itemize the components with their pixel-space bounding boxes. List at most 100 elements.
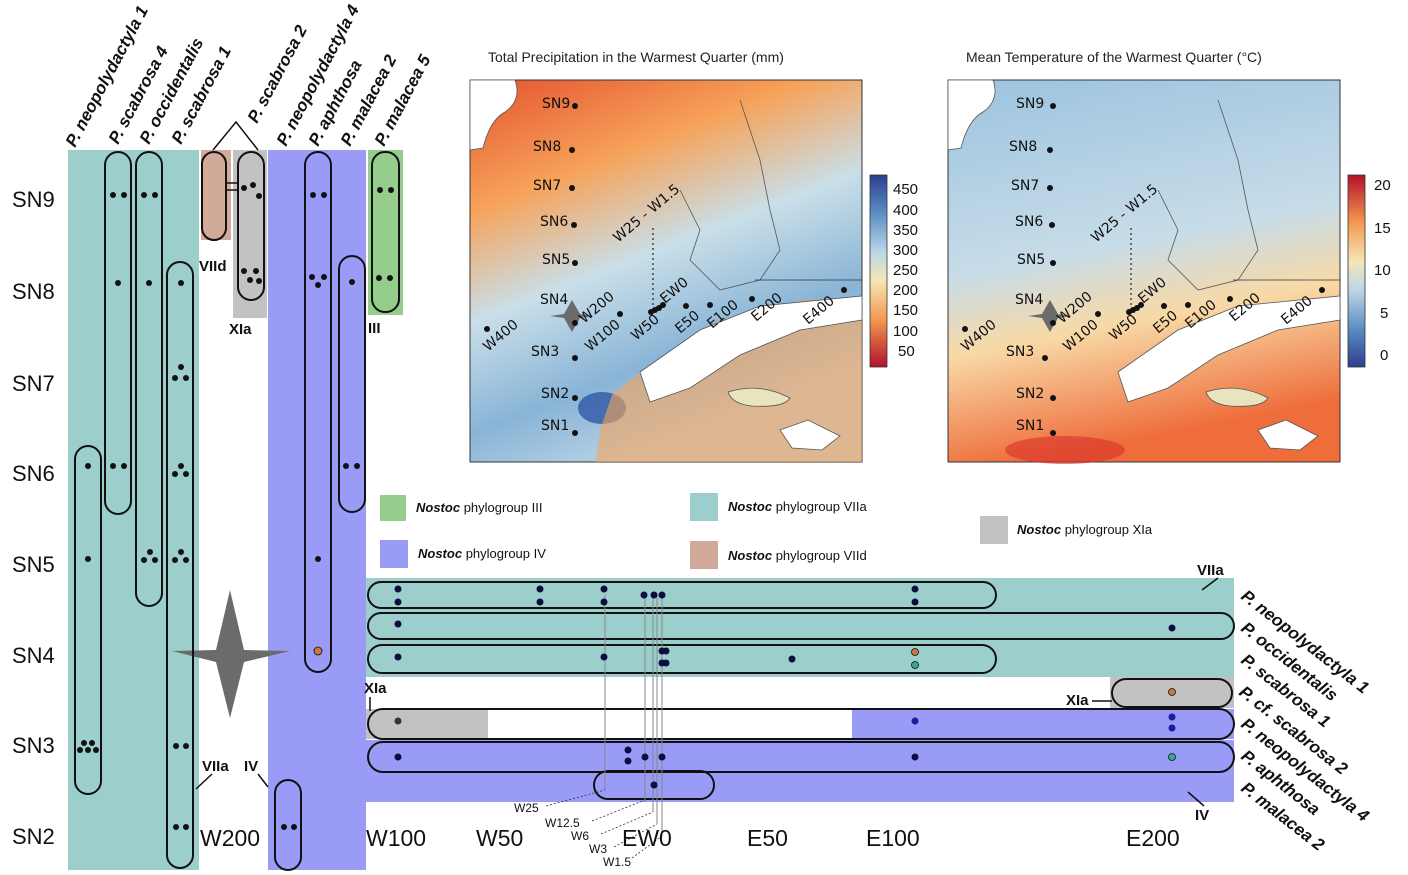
band-III [368, 150, 403, 315]
sn-label: SN8 [12, 279, 55, 304]
group-label-XIa-right: XIa [1066, 692, 1089, 709]
site-label: SN2 [1016, 386, 1044, 402]
star-marker-map [1028, 300, 1072, 332]
group-label-VIIa: VIIa [202, 758, 229, 775]
pill-h [1111, 678, 1233, 708]
legend-item: Nostoc phylogroup VIIa [728, 499, 868, 514]
pill-h [367, 612, 1235, 640]
pill-v [201, 151, 227, 241]
map-title: Total Precipitation in the Warmest Quart… [488, 49, 784, 65]
sn-label: SN9 [12, 187, 55, 212]
site-label: SN7 [1011, 178, 1039, 194]
pill-v [135, 151, 163, 607]
map-temperature: Mean Temperature of the Warmest Quarter … [947, 49, 1391, 464]
hudson-bay [947, 79, 996, 151]
small-label: W3 [589, 842, 607, 856]
cb-tick: 0 [1380, 347, 1388, 364]
band-VIIa-h [366, 578, 1234, 677]
pill-h [367, 581, 997, 609]
legend-swatch-VIIa [690, 493, 718, 521]
cb-tick: 350 [893, 222, 918, 239]
site-label: SN8 [533, 139, 561, 155]
band-VIIa [68, 150, 199, 870]
pill-v [74, 445, 102, 795]
small-label: W1.5 [603, 855, 631, 869]
legend-item: Nostoc phylogroup VIId [728, 548, 867, 563]
x-label: E50 [747, 825, 788, 851]
st-lawrence [639, 295, 863, 403]
map-title: Mean Temperature of the Warmest Quarter … [966, 49, 1262, 65]
legend-item: Nostoc phylogroup XIa [1017, 522, 1153, 537]
sample-dot [911, 717, 919, 725]
cb-tick: 150 [893, 302, 918, 319]
horizontal-panel: W100 W50 EW0 E50 E100 E200 W25 W12.5 W6 … [364, 562, 1373, 869]
sn-label: SN7 [12, 371, 55, 396]
pill-h [367, 741, 1235, 773]
species-labels-horizontal: P. neopolydactyla 1 P. occidentalis P. s… [1236, 586, 1373, 855]
sn-label: SN3 [12, 733, 55, 758]
site-label: SN3 [1006, 344, 1034, 360]
sn-label: SN5 [12, 552, 55, 577]
colorbar-ticks: 20 15 10 5 0 [1374, 177, 1391, 364]
site-label: SN1 [541, 418, 569, 434]
cb-tick: 450 [893, 181, 918, 198]
site-label: SN4 [1015, 292, 1043, 308]
small-label: W25 [514, 801, 539, 815]
site-label: SN9 [1016, 96, 1044, 112]
sample-dot [911, 661, 919, 669]
pill-v [166, 261, 194, 869]
connector [1187, 791, 1205, 807]
site-label: SN2 [541, 386, 569, 402]
hudson-bay [469, 79, 518, 151]
pill-h [367, 708, 1235, 740]
x-label: E200 [1126, 825, 1180, 851]
site-label: SN7 [533, 178, 561, 194]
gulf [1257, 419, 1319, 451]
island [1205, 387, 1269, 407]
x-label: W50 [476, 825, 523, 851]
pill-v [274, 779, 302, 871]
cb-tick: 100 [893, 323, 918, 340]
x-label: W100 [366, 825, 426, 851]
guide-leaders [545, 789, 663, 859]
group-label-VIId: VIId [199, 258, 227, 275]
pill-v [237, 151, 265, 301]
island [727, 387, 791, 407]
gulf [779, 419, 841, 451]
group-label-XIa-left: XIa [364, 680, 387, 697]
cb-tick: 20 [1374, 177, 1391, 194]
site-label: SN5 [1017, 252, 1045, 268]
pill-v [304, 151, 332, 673]
cb-tick: 250 [893, 262, 918, 279]
cb-tick: 5 [1380, 305, 1388, 322]
pill-v [371, 151, 400, 313]
site-label: SN1 [1016, 418, 1044, 434]
st-lawrence [1117, 295, 1341, 403]
land-south [596, 300, 862, 462]
band-XIa-left [366, 709, 488, 739]
sample-dot [1168, 753, 1176, 761]
bracket [212, 120, 259, 151]
legend-swatch-III [380, 495, 406, 521]
group-label-IV: IV [244, 758, 258, 775]
legend-swatch-VIId [690, 541, 718, 569]
colorbar [869, 174, 888, 368]
map-frame [947, 79, 1341, 463]
star-marker-map [550, 300, 594, 332]
cb-tick: 50 [898, 343, 915, 360]
site-label: SN8 [1009, 139, 1037, 155]
legend-swatch-IV [380, 540, 408, 568]
sn-label: SN6 [12, 461, 55, 486]
group-label-III: III [368, 320, 381, 337]
sn-label: SN2 [12, 824, 55, 849]
pill-h [593, 770, 715, 800]
sample-dots-vertical [77, 182, 394, 830]
colorbar [1347, 174, 1366, 368]
x-label: EW0 [622, 825, 672, 851]
connector [195, 773, 213, 790]
site-label: SN4 [540, 292, 568, 308]
small-x-labels: W25 W12.5 W6 W3 W1.5 [514, 801, 631, 869]
pill-h [367, 644, 997, 674]
x-label: E100 [866, 825, 920, 851]
temp-high-zone [1005, 436, 1125, 464]
